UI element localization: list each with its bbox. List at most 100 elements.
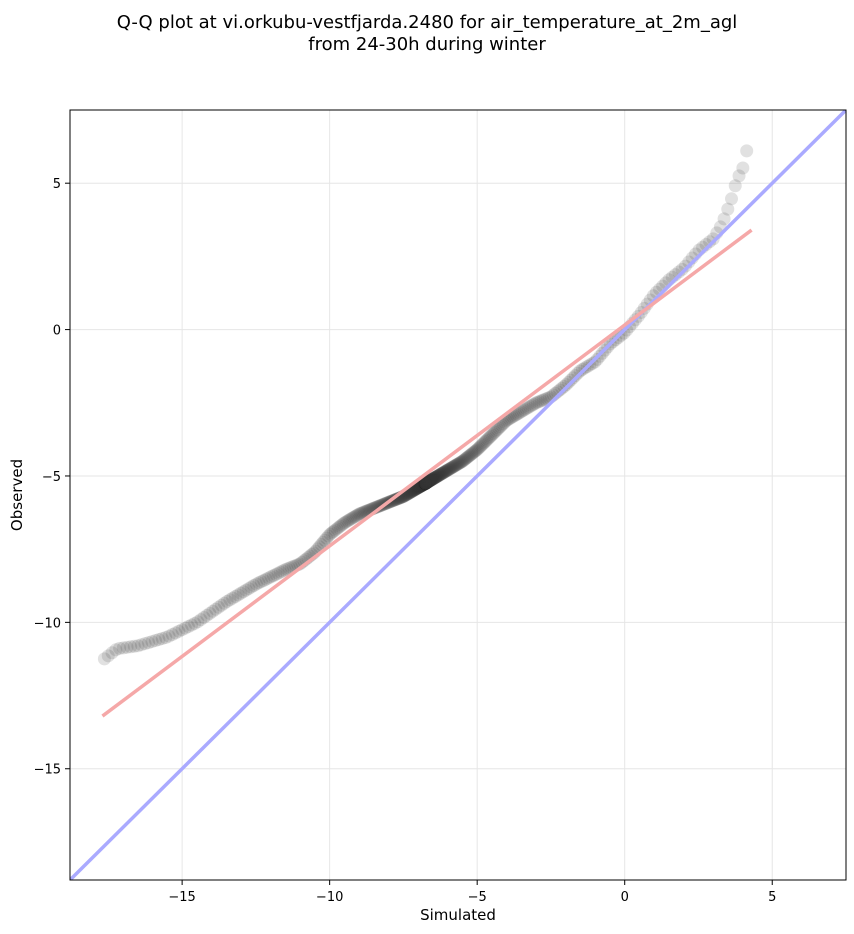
data-point bbox=[564, 373, 578, 387]
data-point bbox=[418, 477, 432, 491]
data-point bbox=[420, 475, 434, 489]
data-point bbox=[413, 479, 427, 493]
data-point bbox=[159, 631, 173, 645]
data-point bbox=[341, 514, 355, 528]
data-point bbox=[333, 519, 347, 533]
data-point bbox=[414, 479, 428, 493]
x-tick-label: 5 bbox=[768, 890, 776, 905]
data-point bbox=[678, 259, 692, 273]
data-point bbox=[419, 476, 433, 490]
data-point bbox=[450, 458, 464, 472]
data-point bbox=[434, 467, 448, 481]
data-point bbox=[411, 481, 425, 495]
data-point bbox=[706, 232, 720, 246]
data-point bbox=[418, 476, 432, 490]
data-point bbox=[421, 475, 435, 489]
data-point bbox=[419, 476, 433, 490]
data-point bbox=[420, 476, 434, 490]
data-point bbox=[429, 470, 443, 484]
data-point bbox=[433, 467, 447, 481]
data-point bbox=[431, 469, 445, 483]
y-tick-label: −10 bbox=[34, 616, 61, 631]
data-point bbox=[475, 438, 489, 452]
data-point bbox=[428, 471, 442, 485]
data-point bbox=[527, 397, 541, 411]
data-point bbox=[441, 463, 455, 477]
data-point bbox=[185, 618, 199, 632]
data-point bbox=[412, 480, 426, 494]
data-point bbox=[447, 459, 461, 473]
data-point bbox=[352, 507, 366, 521]
data-point bbox=[280, 562, 294, 576]
data-point bbox=[152, 633, 166, 647]
data-point bbox=[430, 469, 444, 483]
data-point bbox=[433, 468, 447, 482]
data-point bbox=[419, 476, 433, 490]
data-point bbox=[450, 457, 464, 471]
data-point bbox=[239, 583, 253, 597]
data-point bbox=[419, 476, 433, 490]
data-point bbox=[419, 476, 433, 490]
data-point bbox=[571, 366, 585, 380]
data-point bbox=[446, 460, 460, 474]
data-point bbox=[417, 477, 431, 491]
data-point bbox=[419, 476, 433, 490]
data-point bbox=[242, 582, 256, 596]
data-point bbox=[728, 179, 742, 193]
data-point bbox=[421, 475, 435, 489]
data-point bbox=[426, 472, 440, 486]
data-point bbox=[412, 480, 426, 494]
data-point bbox=[175, 623, 189, 637]
data-point bbox=[415, 479, 429, 493]
grid-lines bbox=[70, 110, 846, 880]
plot-frame bbox=[69, 109, 847, 881]
data-point bbox=[419, 476, 433, 490]
data-point bbox=[419, 476, 433, 490]
data-point bbox=[432, 468, 446, 482]
data-point bbox=[116, 641, 130, 655]
data-point bbox=[421, 475, 435, 489]
data-point bbox=[101, 649, 115, 663]
data-point bbox=[490, 423, 504, 437]
data-point bbox=[471, 442, 485, 456]
data-point bbox=[488, 425, 502, 439]
data-point bbox=[228, 589, 242, 603]
data-point bbox=[517, 403, 531, 417]
data-point bbox=[435, 467, 449, 481]
data-point bbox=[269, 567, 283, 581]
data-point bbox=[419, 476, 433, 490]
data-point bbox=[191, 615, 205, 629]
data-point bbox=[485, 428, 499, 442]
data-point bbox=[276, 564, 290, 578]
data-point bbox=[532, 395, 546, 409]
data-point bbox=[344, 512, 358, 526]
data-point bbox=[436, 466, 450, 480]
data-point bbox=[538, 392, 552, 406]
data-point bbox=[351, 508, 365, 522]
data-point bbox=[449, 458, 463, 472]
data-point bbox=[512, 406, 526, 420]
data-point bbox=[672, 265, 686, 279]
data-point bbox=[414, 479, 428, 493]
data-point bbox=[492, 421, 506, 435]
data-point bbox=[357, 505, 371, 519]
data-point bbox=[457, 453, 471, 467]
data-point bbox=[561, 375, 575, 389]
data-point bbox=[419, 476, 433, 490]
data-point bbox=[732, 169, 746, 183]
data-point bbox=[194, 613, 208, 627]
data-point bbox=[419, 476, 433, 490]
data-point bbox=[413, 480, 427, 494]
data-point bbox=[426, 472, 440, 486]
data-point bbox=[557, 380, 571, 394]
data-point bbox=[389, 492, 403, 506]
data-point bbox=[528, 396, 542, 410]
data-point bbox=[464, 447, 478, 461]
data-point bbox=[419, 476, 433, 490]
data-point bbox=[120, 640, 134, 654]
data-point bbox=[326, 524, 340, 538]
data-point bbox=[419, 476, 433, 490]
data-point bbox=[354, 506, 368, 520]
data-point bbox=[418, 477, 432, 491]
data-point bbox=[325, 526, 339, 540]
